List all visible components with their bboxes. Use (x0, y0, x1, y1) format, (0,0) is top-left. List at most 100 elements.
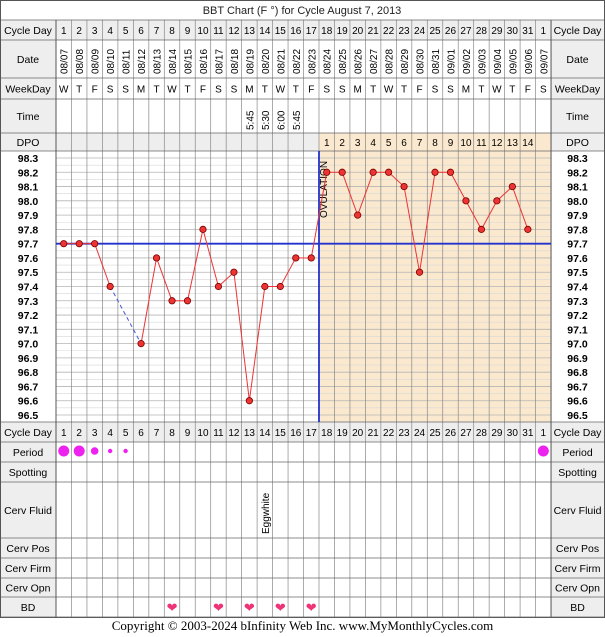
y-tick-left: 97.4 (18, 282, 39, 294)
cycle-day-bottom: 2 (76, 428, 82, 439)
ovulation-label: OVULATION (319, 161, 330, 218)
cycle-day-bottom: 18 (321, 428, 333, 439)
y-tick-right: 98.0 (567, 196, 588, 208)
temp-point (446, 168, 455, 176)
temp-point (137, 340, 145, 348)
cycle-day-top: 2 (76, 26, 82, 37)
row-label-right-firm: Cerv Firm (554, 563, 600, 575)
weekday-label: W (167, 85, 177, 96)
cycle-day-bottom: 14 (259, 428, 271, 439)
date-label: 08/17 (214, 49, 225, 74)
cycle-day-top: 19 (337, 26, 349, 37)
y-tick-left: 98.2 (18, 167, 39, 179)
temp-point (60, 240, 68, 248)
date-label: 08/07 (60, 49, 71, 74)
temp-point (91, 240, 99, 248)
cycle-day-bottom: 24 (414, 428, 426, 439)
date-label: 08/18 (230, 49, 241, 74)
row-bg-cyc2 (1, 422, 604, 442)
row-label-right-cycle: Cycle Day (554, 25, 603, 37)
bd-heart-icon: ❤ (213, 600, 224, 615)
y-tick-left: 98.1 (18, 182, 39, 194)
date-label: 08/08 (75, 49, 86, 74)
weekday-label: T (509, 85, 515, 96)
row-label-left-time: Time (17, 111, 40, 123)
chart-title: BBT Chart (F °) for Cycle August 7, 2013 (203, 5, 402, 17)
dpo-label: 5 (386, 138, 392, 149)
dpo-label: 13 (507, 138, 519, 149)
cycle-day-top: 10 (197, 26, 209, 37)
weekday-label: S (323, 85, 330, 96)
bd-heart-icon: ❤ (306, 600, 317, 615)
weekday-label: W (492, 85, 502, 96)
cycle-day-bottom: 4 (107, 428, 113, 439)
cycle-day-bottom: 9 (185, 428, 191, 439)
y-tick-left: 97.6 (18, 253, 39, 265)
cycle-day-top: 7 (154, 26, 160, 37)
weekday-label: S (107, 85, 114, 96)
cycle-day-bottom: 23 (399, 428, 411, 439)
cycle-day-bottom: 26 (445, 428, 457, 439)
date-label: 08/28 (385, 49, 396, 74)
row-label-left-cyc2: Cycle Day (4, 427, 53, 439)
dpo-label: 3 (355, 138, 361, 149)
weekday-label: F (525, 85, 531, 96)
y-tick-left: 97.3 (18, 296, 39, 308)
row-label-right-opn: Cerv Opn (555, 583, 600, 595)
time-label: 5:30 (261, 110, 272, 130)
row-label-left-cycle: Cycle Day (4, 25, 53, 37)
cycle-day-top: 15 (275, 26, 287, 37)
weekday-label: T (262, 85, 268, 96)
cerv-fluid-label: Eggwhite (261, 492, 272, 534)
row-label-right-time: Time (566, 111, 589, 123)
cycle-day-bottom: 20 (352, 428, 364, 439)
row-label-right-cyc2: Cycle Day (554, 427, 603, 439)
cycle-day-bottom: 27 (460, 428, 472, 439)
dpo-label: 10 (460, 138, 472, 149)
row-label-right-pos: Cerv Pos (556, 543, 599, 555)
y-tick-right: 97.8 (567, 224, 588, 236)
date-label: 08/16 (199, 49, 210, 74)
date-label: 08/24 (323, 49, 334, 74)
date-label: 08/29 (400, 49, 411, 74)
dpo-label: 1 (324, 138, 330, 149)
temp-point (245, 397, 253, 405)
cycle-day-bottom: 22 (383, 428, 395, 439)
cycle-day-bottom: 17 (306, 428, 318, 439)
cycle-day-top: 21 (368, 26, 380, 37)
y-tick-left: 96.6 (18, 396, 39, 408)
cycle-day-top: 8 (169, 26, 175, 37)
cycle-day-bottom: 1 (61, 428, 67, 439)
cycle-day-bottom: 29 (491, 428, 503, 439)
weekday-label: S (215, 85, 222, 96)
date-label: 09/01 (446, 49, 457, 74)
date-label: 08/12 (137, 49, 148, 74)
temp-segment (310, 172, 328, 259)
cycle-day-top: 16 (290, 26, 302, 37)
temp-point (230, 268, 238, 276)
bd-heart-icon: ❤ (244, 600, 255, 615)
row-label-left-dpo: DPO (17, 137, 40, 149)
row-label-right-wk: WeekDay (555, 84, 601, 96)
y-tick-right: 97.5 (567, 267, 588, 279)
weekday-label: M (245, 85, 253, 96)
temp-point (199, 225, 207, 233)
row-label-left-date: Date (17, 54, 39, 66)
cycle-day-top: 18 (321, 26, 333, 37)
date-label: 08/20 (261, 49, 272, 74)
cycle-day-top: 1 (61, 26, 67, 37)
cycle-day-top: 14 (259, 26, 271, 37)
temp-point (508, 182, 516, 191)
cycle-day-bottom: 10 (197, 428, 209, 439)
temp-point (493, 197, 501, 205)
cycle-day-bottom: 31 (522, 428, 534, 439)
row-label-left-bd: BD (21, 602, 36, 614)
date-label: 08/15 (183, 49, 194, 74)
y-tick-right: 98.1 (567, 182, 588, 194)
row-label-right-period: Period (562, 447, 593, 459)
temp-segment (511, 186, 529, 230)
cycle-day-bottom: 25 (429, 428, 441, 439)
date-label: 08/19 (245, 49, 256, 74)
date-label: 09/06 (524, 49, 535, 74)
row-label-left-fluid: Cerv Fluid (4, 505, 52, 517)
